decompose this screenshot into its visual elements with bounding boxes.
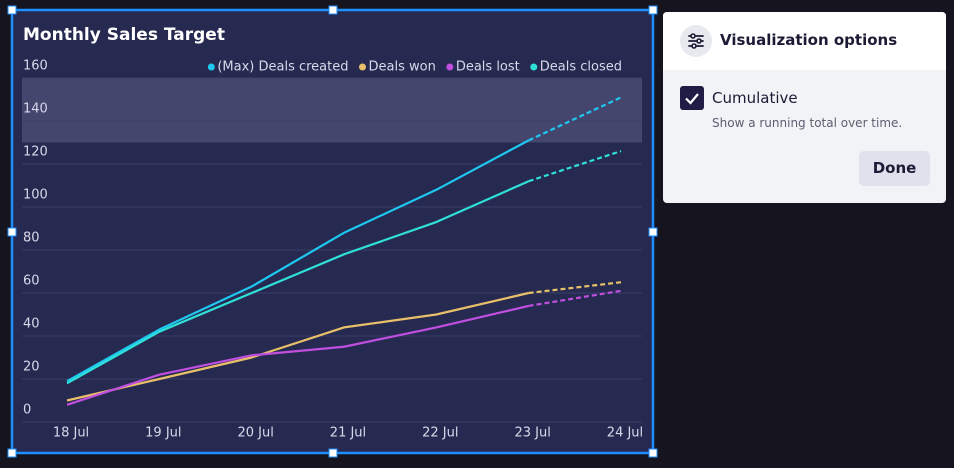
legend: Deals closed Deals lost Deals won (Max) Dea… xyxy=(207,60,622,75)
y-tick-label: 40 xyxy=(23,317,40,332)
chart-title: Monthly Sales Target xyxy=(23,25,225,45)
y-tick-label: 80 xyxy=(23,231,40,246)
resize-handle[interactable] xyxy=(7,5,17,15)
x-tick-label: 23 Jul xyxy=(514,426,550,441)
resize-handle[interactable] xyxy=(328,5,338,15)
visualization-options-panel: Visualization options Cumulative Show a … xyxy=(663,12,946,203)
checkmark-path xyxy=(685,93,699,105)
target-band xyxy=(22,78,642,143)
option-label[interactable]: Cumulative xyxy=(712,89,798,107)
series-line xyxy=(66,291,529,402)
x-tick-label: 22 Jul xyxy=(422,426,458,441)
resize-handle[interactable] xyxy=(7,227,17,237)
x-tick-label: 18 Jul xyxy=(53,426,89,441)
chart-background xyxy=(12,10,653,453)
resize-handle[interactable] xyxy=(648,448,658,458)
done-button[interactable]: Done xyxy=(859,151,930,186)
projected-line xyxy=(528,150,622,183)
checkbox[interactable] xyxy=(680,86,704,110)
projected-line xyxy=(528,96,622,142)
resize-handle[interactable] xyxy=(648,227,658,237)
x-tick-label: 19 Jul xyxy=(145,426,181,441)
series-line xyxy=(66,180,530,385)
y-tick-label: 20 xyxy=(23,360,40,375)
sliders-icon xyxy=(688,33,704,49)
panel-header: Visualization options xyxy=(663,12,946,70)
y-tick-label: 120 xyxy=(23,145,48,160)
y-tick-label: 140 xyxy=(23,102,48,117)
legend-dot xyxy=(446,63,454,71)
y-tick-label: 100 xyxy=(23,188,48,203)
legend-label: Deals closed xyxy=(540,60,622,75)
y-tick-label: 60 xyxy=(23,274,40,289)
resize-handle[interactable] xyxy=(328,448,338,458)
resize-handle[interactable] xyxy=(7,448,17,458)
option-description: Show a running total over time. xyxy=(712,116,903,130)
legend-dot xyxy=(359,63,366,71)
legend-label: Deals lost xyxy=(456,60,520,75)
y-tick-label: 160 xyxy=(23,59,48,74)
x-tick-label: 20 Jul xyxy=(237,426,273,441)
legend-dot xyxy=(530,63,538,71)
resize-handle[interactable] xyxy=(648,5,658,15)
legend-label: (Max) Deals created xyxy=(217,60,348,75)
panel-title: Visualization options xyxy=(720,31,898,49)
y-tick-label: 0 xyxy=(23,403,31,418)
legend-dot xyxy=(207,63,215,71)
settings-icon xyxy=(680,25,712,57)
checkmark xyxy=(685,93,699,105)
series-line xyxy=(66,139,530,383)
x-tick-label: 24 Jul xyxy=(607,426,643,441)
legend-label: Deals won xyxy=(369,60,436,75)
x-tick-label: 21 Jul xyxy=(330,426,366,441)
series-line xyxy=(66,304,529,406)
